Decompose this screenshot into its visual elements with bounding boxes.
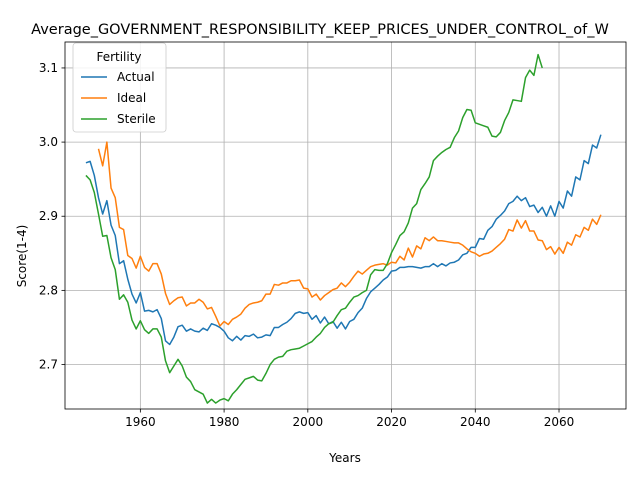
y-tick-label: 3.0 [39,135,58,149]
x-tick-label: 1980 [209,415,240,429]
legend-label-ideal: Ideal [117,91,146,105]
x-tick-label: 2020 [376,415,407,429]
y-axis-label: Score(1-4) [15,225,29,288]
series-line-ideal [97,141,602,327]
y-tick-label: 2.7 [39,358,58,372]
axis-ticks: 1960 1980 2000 2020 2040 2060 2.7 2.8 2.9 3.0 3.1 [39,61,574,429]
y-tick-label: 3.1 [39,61,58,75]
chart-title: Average_GOVERNMENT_RESPONSIBILITY_KEEP_P… [31,22,609,38]
x-axis-label: Years [328,451,361,465]
series-line-actual [85,134,602,346]
series-line-sterile [85,53,543,404]
x-tick-label: 2060 [544,415,575,429]
legend: Fertility Actual Ideal Sterile [72,42,167,133]
series-lines [85,53,602,404]
x-tick-label: 2040 [460,415,491,429]
legend-label-actual: Actual [117,70,155,84]
legend-title: Fertility [96,50,141,64]
y-tick-label: 2.9 [39,209,58,223]
legend-box [72,42,167,133]
x-tick-label: 1960 [125,415,156,429]
x-tick-label: 2000 [293,415,324,429]
y-tick-label: 2.8 [39,283,58,297]
plot-frame [64,41,627,410]
legend-label-sterile: Sterile [117,112,156,126]
